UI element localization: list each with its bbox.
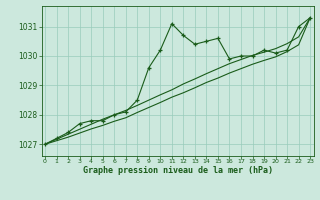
X-axis label: Graphe pression niveau de la mer (hPa): Graphe pression niveau de la mer (hPa) xyxy=(83,166,273,175)
